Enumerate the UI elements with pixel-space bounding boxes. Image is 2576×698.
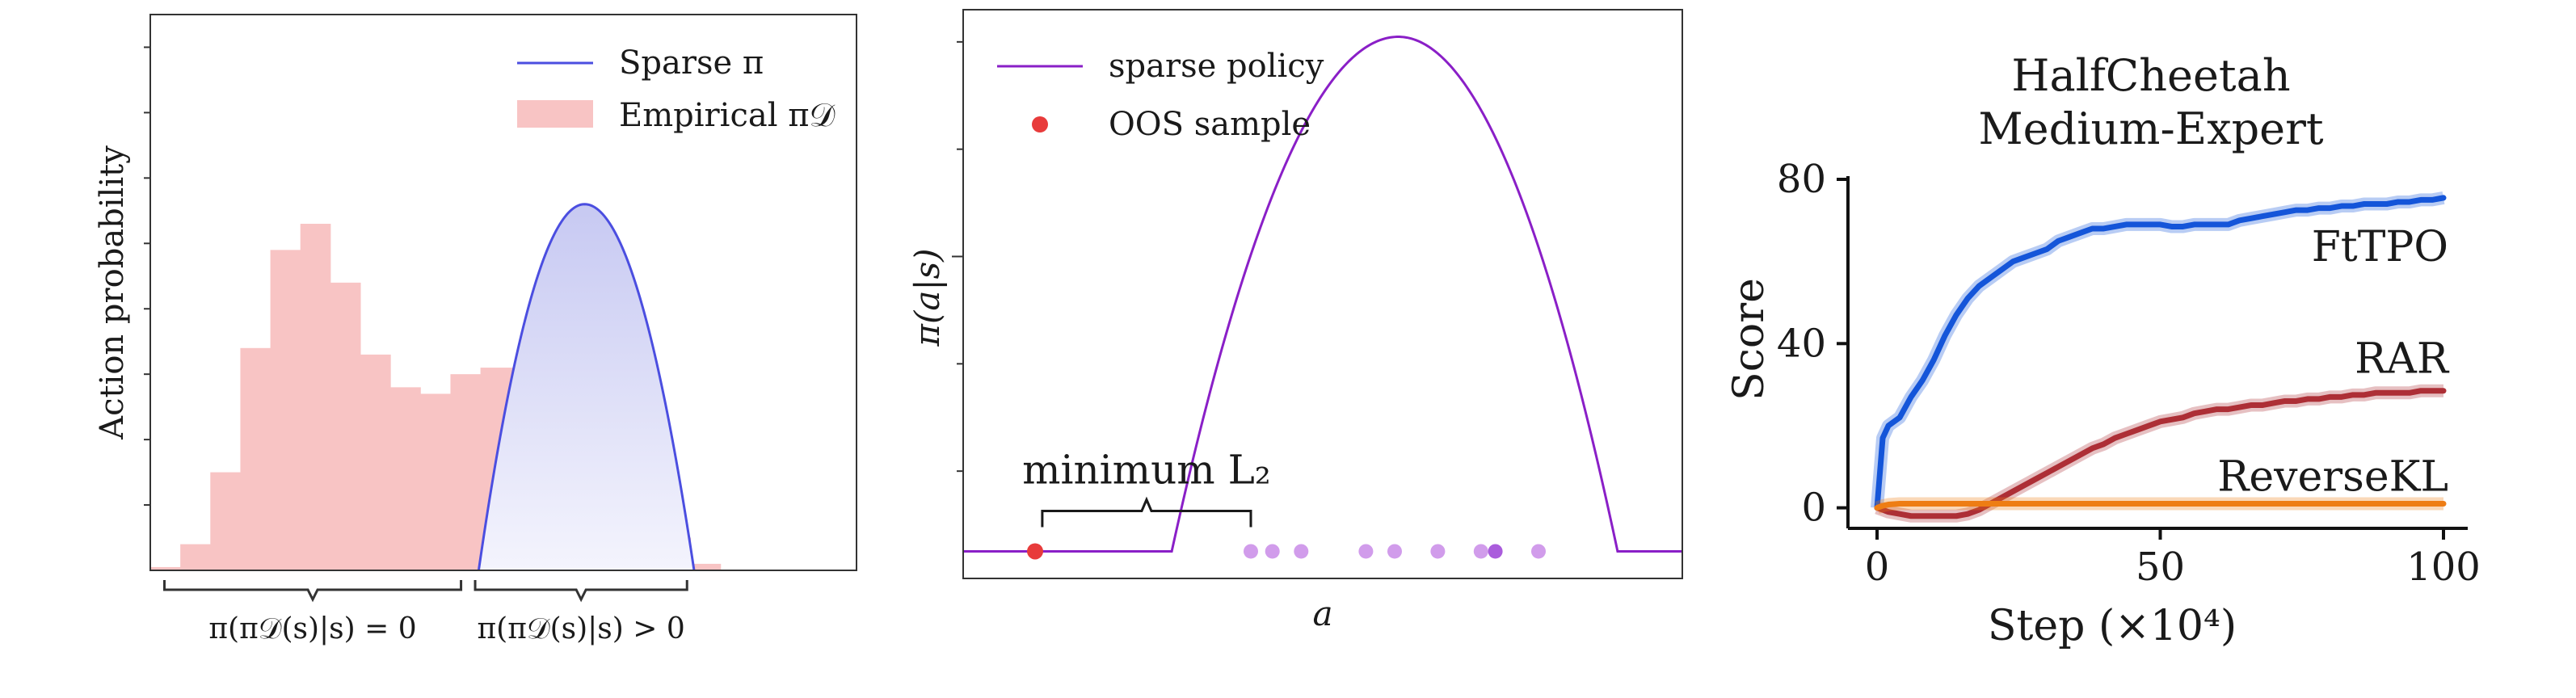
- series-label: RAR: [2355, 335, 2450, 384]
- policy-sample: [1473, 544, 1488, 559]
- panel-halfcheetah: HalfCheetah Medium-Expert 0 50 100 0 40 80 S…: [1725, 50, 2481, 650]
- series-line: [1874, 501, 2447, 511]
- policy-sample: [1488, 544, 1503, 559]
- hist-bar: [450, 374, 482, 570]
- legend-label-policy: sparse policy: [1109, 48, 1324, 85]
- annotation-positive: π(π𝒟(s)|s) > 0: [478, 612, 685, 645]
- legend-label-empirical: Empirical π𝒟: [619, 97, 835, 134]
- series-label: ReverseKL: [2217, 453, 2448, 502]
- policy-sample: [1387, 544, 1402, 559]
- chart-title-line-2: Medium-Expert: [1978, 103, 2324, 154]
- annotation-min-l2: minimum L₂: [1022, 446, 1271, 493]
- hist-bar: [690, 563, 722, 570]
- sparse-policy-curve: [963, 36, 1682, 553]
- legend: sparse policy OOS sample: [997, 48, 1324, 143]
- sparse-pi-curve: [477, 203, 696, 571]
- x-ticks: 0 50 100: [1865, 528, 2481, 590]
- x-axis-label: Step (×10⁴): [1988, 602, 2237, 650]
- x-axis-label: a: [1312, 594, 1332, 633]
- plot-frame: [149, 14, 857, 571]
- hist-bar: [300, 224, 331, 570]
- y-axis-label: Action probability: [94, 145, 131, 440]
- hist-bar: [360, 354, 391, 570]
- legend-label-sparse: Sparse π: [619, 44, 764, 82]
- distance-brace: [1041, 496, 1252, 528]
- policy-sample: [1265, 544, 1280, 559]
- series-lines: [1871, 191, 2447, 523]
- support-braces: [162, 580, 688, 603]
- annotation-brace: [162, 580, 463, 603]
- hist-bar: [390, 387, 421, 570]
- y-axis-label: π(a|s): [907, 248, 947, 347]
- annotation-zero: π(π𝒟(s)|s) = 0: [208, 612, 416, 645]
- policy-sample: [1430, 544, 1446, 559]
- hist-bar: [240, 347, 271, 570]
- hist-bar: [180, 544, 211, 570]
- samples: [1027, 543, 1546, 560]
- legend-swatch-oos: [1032, 116, 1048, 132]
- y-tick-label: 40: [1777, 321, 1826, 366]
- hist-bar: [150, 566, 181, 570]
- policy-sample: [1244, 544, 1258, 559]
- x-tick-label: 0: [1865, 545, 1890, 590]
- y-tick-label: 0: [1801, 486, 1826, 531]
- series-line: [1874, 195, 2447, 511]
- x-tick-label: 100: [2406, 545, 2481, 590]
- series-line: [1874, 388, 2447, 519]
- legend-label-oos: OOS sample: [1109, 106, 1311, 143]
- y-axis-label: Score: [1725, 278, 1774, 401]
- series-label: FtTPO: [2312, 223, 2448, 271]
- hist-bar: [330, 282, 361, 570]
- x-tick-label: 50: [2136, 545, 2185, 590]
- legend: Sparse π Empirical π𝒟: [517, 44, 835, 134]
- policy-sample: [1294, 544, 1309, 559]
- y-tick-label: 80: [1777, 157, 1826, 202]
- series-labels: FtTPO RAR ReverseKL: [2217, 223, 2450, 502]
- annotation-brace: [1041, 496, 1252, 528]
- y-ticks: 0 40 80: [1777, 157, 1848, 531]
- annotation-brace: [474, 580, 688, 603]
- y-ticks: [144, 46, 150, 507]
- panel-sparse-policy: π(a|s) a sparse policy OOS sample minimu…: [907, 9, 1683, 633]
- chart-title-line-1: HalfCheetah: [2011, 50, 2290, 101]
- hist-bar: [420, 393, 451, 570]
- panel-empirical-vs-sparse: Action probability Sparse π Empirical π𝒟…: [94, 14, 857, 645]
- oos-sample: [1027, 543, 1043, 560]
- hist-bar: [270, 250, 301, 570]
- hist-bar: [210, 472, 241, 570]
- y-ticks: [952, 40, 963, 473]
- plot-frame: [962, 9, 1683, 579]
- policy-sample: [1531, 544, 1546, 559]
- legend-swatch-empirical: [517, 100, 593, 128]
- policy-sample: [1358, 544, 1374, 559]
